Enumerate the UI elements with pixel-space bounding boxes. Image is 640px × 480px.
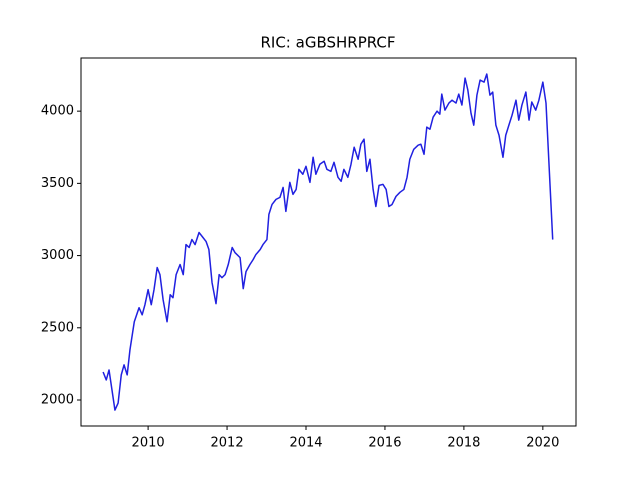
y-tick-label: 2000 — [41, 393, 74, 408]
x-tick-label: 2016 — [368, 436, 401, 451]
chart-title: RIC: aGBSHRPRCF — [260, 34, 395, 52]
y-tick-label: 4000 — [41, 104, 74, 119]
x-tick-label: 2018 — [447, 436, 480, 451]
x-tick-label: 2010 — [132, 436, 165, 451]
y-tick-label: 3500 — [41, 176, 74, 191]
x-tick-label: 2014 — [289, 436, 322, 451]
x-tick-label: 2020 — [526, 436, 559, 451]
x-tick-label: 2012 — [211, 436, 244, 451]
plot-frame — [80, 57, 577, 427]
y-tick-label: 2500 — [41, 320, 74, 335]
y-tick-label: 3000 — [41, 248, 74, 263]
data-line — [102, 73, 554, 411]
